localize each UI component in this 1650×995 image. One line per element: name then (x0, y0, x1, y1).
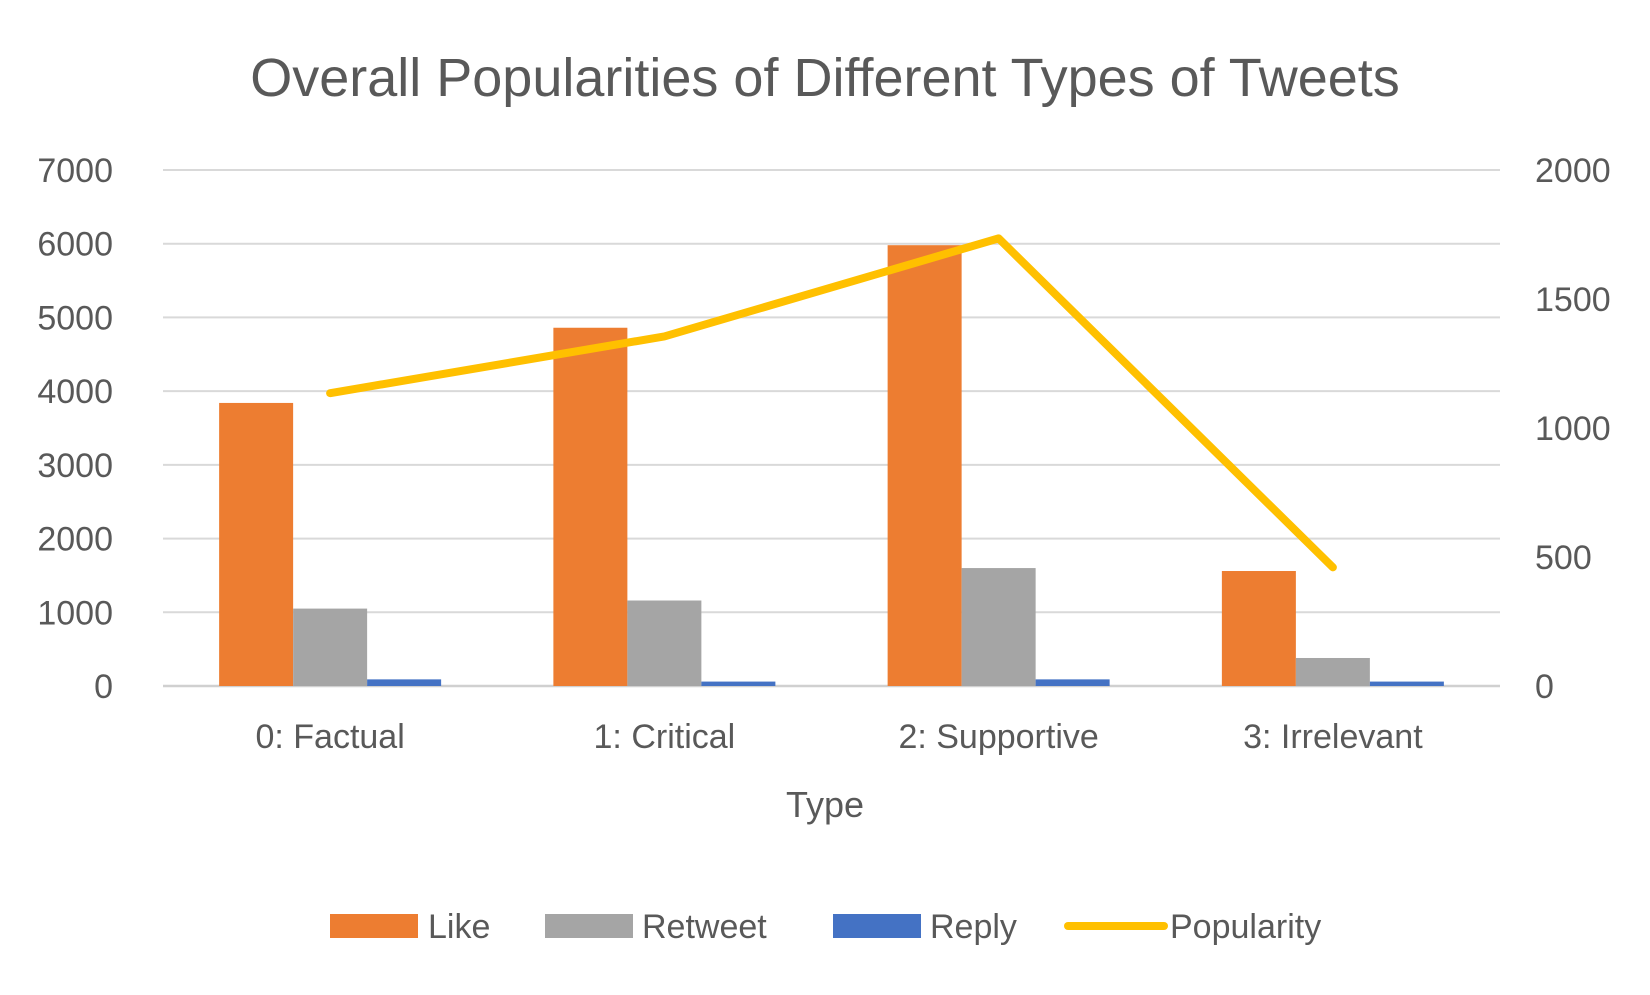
bar-reply (367, 679, 442, 686)
x-tick-label: 0: Factual (255, 718, 404, 756)
y2-tick-label: 500 (1535, 539, 1592, 577)
y-tick-label: 1000 (37, 594, 113, 632)
y2-tick-label: 1000 (1535, 410, 1611, 448)
y-tick-label: 5000 (37, 299, 113, 337)
y-tick-label: 2000 (37, 521, 113, 559)
y-tick-label: 6000 (37, 226, 113, 264)
bar-series (219, 245, 1444, 686)
y2-tick-label: 0 (1535, 668, 1554, 706)
y-tick-label: 0 (94, 668, 113, 706)
legend-label-reply: Reply (930, 908, 1017, 946)
y2-tick-label: 2000 (1535, 152, 1611, 190)
x-tick-label: 3: Irrelevant (1243, 718, 1423, 756)
y-tick-label: 3000 (37, 447, 113, 485)
x-tick-label: 1: Critical (594, 718, 736, 756)
legend-swatch-reply (833, 914, 921, 938)
legend-label-like: Like (428, 908, 490, 946)
bar-like (1221, 571, 1296, 686)
chart-title: Overall Popularities of Different Types … (250, 48, 1400, 108)
x-tick-label: 2: Supportive (898, 718, 1098, 756)
bar-retweet (1295, 657, 1370, 686)
line-series (326, 234, 1337, 572)
bar-retweet (627, 600, 702, 686)
bar-reply (1035, 679, 1110, 686)
legend-swatch-retweet (545, 914, 633, 938)
legend-label-popularity: Popularity (1170, 908, 1321, 946)
y-tick-label: 4000 (37, 373, 113, 411)
bar-like (219, 402, 294, 686)
x-axis-title: Type (786, 784, 864, 825)
line-popularity (326, 234, 1337, 572)
bar-retweet (961, 568, 1036, 686)
legend-label-retweet: Retweet (642, 908, 767, 946)
y2-tick-label: 1500 (1535, 281, 1611, 319)
bar-reply (1369, 681, 1444, 686)
axes: 0 1000 2000 3000 4000 5000 6000 7000 0 500 1000 150… (37, 152, 1610, 756)
y-tick-label: 7000 (37, 152, 113, 190)
legend: Like Retweet Reply Popularity (330, 908, 1321, 946)
legend-swatch-like (330, 914, 418, 938)
bar-like (887, 245, 962, 686)
bar-retweet (293, 608, 368, 686)
bar-like (553, 327, 628, 686)
bar-reply (701, 681, 776, 686)
